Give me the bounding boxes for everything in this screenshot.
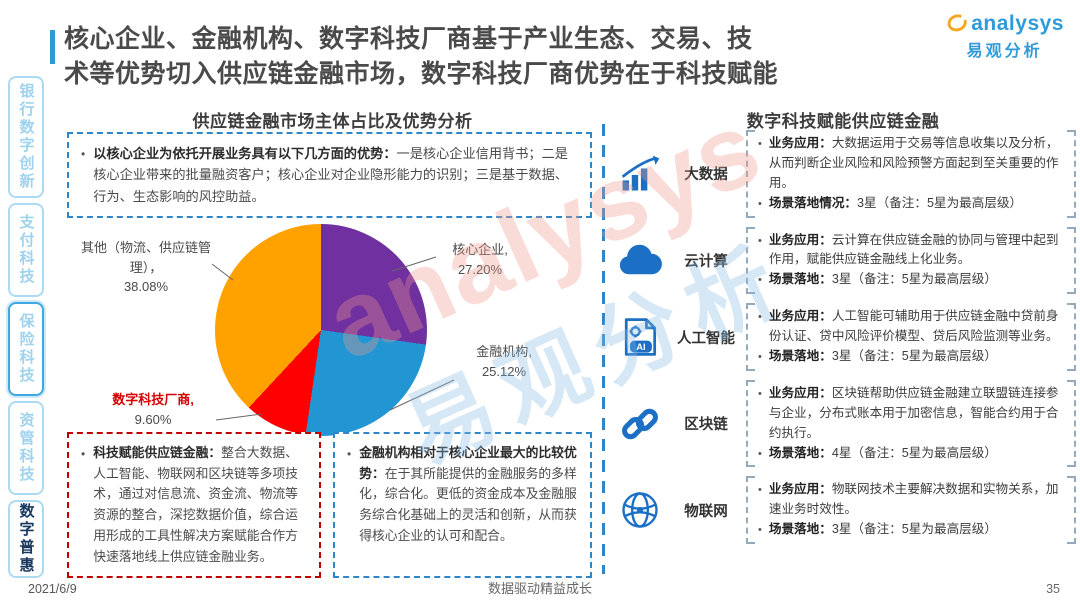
pie-label-other: 其他（物流、供应链管理）， 38.08% xyxy=(78,238,214,297)
financial-advantage-note-text: 金融机构相对于核心企业最大的比较优势：在于其所能提供的金融服务的多样化，综合化。… xyxy=(359,443,578,567)
pie-label-financial-institution: 金融机构, 25.12% xyxy=(448,342,560,381)
tech-row-ai: AI 人工智能 • 业务应用：人工智能可辅助用于供应链金融中贷前身份认证、贷中风险… xyxy=(614,303,1076,371)
bullet-dot: • xyxy=(81,447,86,461)
note-text: 在于其所能提供的金融服务的多样化，综合化。更低的资金成本及金融服务综合化基础上的… xyxy=(359,465,577,543)
page-title: 核心企业、金融机构、数字科技厂商基于产业生态、交易、技 术等优势切入供应链金融市… xyxy=(64,22,944,91)
pie-label-caption: 数字科技厂商, xyxy=(112,392,194,407)
bullet-text: 3星（备注：5星为最高层级） xyxy=(831,272,997,287)
svg-text:AI: AI xyxy=(636,342,645,352)
pie-label-digital-tech-vendor: 数字科技厂商, 9.60% xyxy=(86,390,220,429)
bullet-text: 3星（备注：5星为最高层级） xyxy=(831,349,997,364)
pie-label-caption: 其他（物流、供应链管理）， xyxy=(80,240,211,275)
blockchain-link-icon xyxy=(614,402,666,446)
tech-label: 区块链 xyxy=(684,417,728,434)
pie-chart xyxy=(215,224,427,436)
tech-row-iot: 物联网 • 业务应用：物联网技术主要解决数据和实物关系，加速业务时效性。 • 场景落… xyxy=(614,476,1076,545)
logo-text-cn: 易观分析 xyxy=(966,43,1043,60)
sidebar-item-label: 资管科技 xyxy=(17,412,35,484)
sidebar-item-payment-tech[interactable]: 支付科技 xyxy=(8,203,44,297)
note-bold: 金融机构相对于核心企业最大的比较优势： xyxy=(359,445,577,481)
bullet-text: 云计算在供应链金融的协同与管理中起到作用，赋能供应链金融线上化业务。 xyxy=(768,232,1059,267)
financial-advantage-note-box: • 金融机构相对于核心企业最大的比较优势：在于其所能提供的金融服务的多样化，综合… xyxy=(333,432,592,578)
iot-globe-icon xyxy=(614,488,666,532)
bullet-bold: 业务应用： xyxy=(768,232,832,247)
tech-empower-note-box: • 科技赋能供应链金融：整合大数据、人工智能、物联网和区块链等多项技术，通过对信… xyxy=(67,432,321,578)
tech-row-big-data: 大数据 • 业务应用：大数据运用于交易等信息收集以及分析，从而判断企业风险和风险预… xyxy=(614,130,1076,218)
bullet-bold: 业务应用： xyxy=(768,482,832,497)
pie-label-core-enterprise: 核心企业, 27.20% xyxy=(424,240,536,279)
tech-bullets: • 业务应用：云计算在供应链金融的协同与管理中起到作用，赋能供应链金融线上化业务。… xyxy=(746,226,1076,295)
page-title-line1: 核心企业、金融机构、数字科技厂商基于产业生态、交易、技 xyxy=(64,25,753,53)
bullet-text: 人工智能可辅助用于供应链金融中贷前身份认证、贷中风险评价模型、贷后风险监测等业务… xyxy=(768,309,1059,344)
bullet-bold: 场景落地： xyxy=(768,445,832,460)
bullet-text: 物联网技术主要解决数据和实物关系，加速业务时效性。 xyxy=(768,482,1059,517)
pie-label-value: 38.08% xyxy=(123,279,169,294)
bullet-text: 区块链帮助供应链金融建立联盟链连接参与企业，分布式账本用于加密信息，智能合约用于… xyxy=(768,385,1059,440)
tech-bullets: • 业务应用：物联网技术主要解决数据和实物关系，加速业务时效性。 • 场景落地：3星… xyxy=(746,476,1076,545)
tech-label: 大数据 xyxy=(684,167,728,184)
tech-list: 大数据 • 业务应用：大数据运用于交易等信息收集以及分析，从而判断企业风险和风险预… xyxy=(614,130,1076,545)
tech-row-cloud: 云计算 • 业务应用：云计算在供应链金融的协同与管理中起到作用，赋能供应链金融线上… xyxy=(614,226,1076,295)
tech-bullets: • 业务应用：人工智能可辅助用于供应链金融中贷前身份认证、贷中风险评价模型、贷后风… xyxy=(746,303,1076,371)
tech-bullets: • 业务应用：大数据运用于交易等信息收集以及分析，从而判断企业风险和风险预警方面起… xyxy=(746,130,1076,218)
tech-bullets: • 业务应用：区块链帮助供应链金融建立联盟链连接参与企业，分布式账本用于加密信息，… xyxy=(746,379,1076,468)
logo-text-en: analysys xyxy=(971,12,1064,35)
logo-swoosh-icon xyxy=(945,13,969,35)
cloud-icon xyxy=(614,240,666,280)
bullet-text: 4星（备注：5星为最高层级） xyxy=(831,445,997,460)
pie-label-value: 27.20% xyxy=(457,261,503,277)
tech-label: 人工智能 xyxy=(677,330,735,347)
right-section-title: 数字科技赋能供应链金融 xyxy=(746,112,940,131)
left-section-title: 供应链金融市场主体占比及优势分析 xyxy=(192,112,473,131)
sidebar-item-label: 保险科技 xyxy=(17,313,35,385)
pie-label-caption: 核心企业, xyxy=(452,242,508,257)
sidebar-item-bank-digital[interactable]: 银行数字创新 xyxy=(8,76,44,198)
tech-label: 物联网 xyxy=(684,503,728,520)
bullet-text: 3星（备注：5星为最高层级） xyxy=(857,195,1023,210)
tech-label: 云计算 xyxy=(684,253,728,270)
sidebar-item-insurance-tech[interactable]: 保险科技 xyxy=(8,302,44,396)
sidebar-item-label: 银行数字创新 xyxy=(17,83,35,191)
bullet-text: 大数据运用于交易等信息收集以及分析，从而判断企业风险和风险预警方面起到至关重要的… xyxy=(768,136,1059,190)
bullet-bold: 业务应用： xyxy=(768,309,832,324)
sidebar-item-asset-mgmt-tech[interactable]: 资管科技 xyxy=(8,401,44,495)
page-title-line2: 术等优势切入供应链金融市场，数字科技厂商优势在于科技赋能 xyxy=(64,59,779,88)
pie-label-caption: 金融机构, xyxy=(476,344,532,359)
bullet-text: 3星（备注：5星为最高层级） xyxy=(831,522,997,537)
bullet-bold: 场景落地： xyxy=(768,522,832,537)
pie-label-value: 9.60% xyxy=(134,411,172,427)
pie-label-value: 25.12% xyxy=(481,363,527,379)
page-number: 35 xyxy=(1046,582,1060,596)
section-divider xyxy=(602,124,605,574)
core-enterprise-note-box: • 以核心企业为依托开展业务具有以下几方面的优势：一是核心企业信用背书；二是核心… xyxy=(67,132,592,218)
bullet-dot: • xyxy=(347,447,352,461)
sidebar-item-label: 支付科技 xyxy=(17,214,35,286)
bullet-dot: • xyxy=(81,147,86,161)
title-accent-bar xyxy=(50,30,55,64)
sidebar-item-digital-inclusion[interactable]: 数字普惠 xyxy=(8,500,44,578)
tech-row-blockchain: 区块链 • 业务应用：区块链帮助供应链金融建立联盟链连接参与企业，分布式账本用于加… xyxy=(614,379,1076,468)
note-text: 一是核心企业信用背书；二是核心企业带来的批量融资客户；核心企业对企业隐形能力的识… xyxy=(93,146,568,204)
tech-empower-note-text: 科技赋能供应链金融：整合大数据、人工智能、物联网和区块链等多项技术，通过对信息流… xyxy=(93,443,307,567)
note-bold: 科技赋能供应链金融： xyxy=(93,445,222,460)
bar-chart-growth-icon xyxy=(614,152,666,196)
note-bold: 以核心企业为依托开展业务具有以下几方面的优势： xyxy=(93,146,397,161)
bullet-bold: 业务应用： xyxy=(768,385,832,400)
footer-slogan: 数据驱动精益成长 xyxy=(487,581,592,596)
footer-date: 2021/6/9 xyxy=(28,582,77,596)
bullet-bold: 业务应用： xyxy=(768,136,832,150)
ai-document-icon: AI xyxy=(614,315,666,359)
note-text: 整合大数据、人工智能、物联网和区块链等多项技术，通过对信息流、资金流、物流等资源… xyxy=(93,445,298,564)
sidebar-item-label: 数字普惠 xyxy=(17,503,35,575)
bullet-bold: 场景落地： xyxy=(768,349,832,364)
bullet-bold: 场景落地情况： xyxy=(768,195,858,210)
analysys-logo: analysys 易观分析 xyxy=(945,12,1064,61)
bullet-bold: 场景落地： xyxy=(768,272,832,287)
core-enterprise-note-text: 以核心企业为依托开展业务具有以下几方面的优势：一是核心企业信用背书；二是核心企业… xyxy=(93,143,578,207)
